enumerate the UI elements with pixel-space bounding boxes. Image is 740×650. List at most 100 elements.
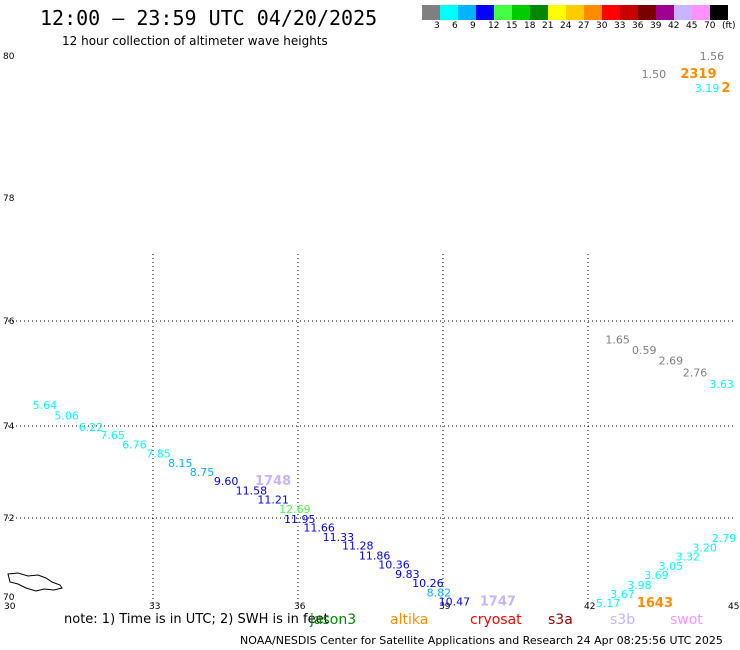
map-subtitle: 12 hour collection of altimeter wave hei… bbox=[62, 34, 328, 48]
legend-label: 15 bbox=[506, 21, 518, 31]
satellite-name: s3b bbox=[610, 612, 636, 628]
legend-label: 70 bbox=[704, 21, 716, 31]
pass-time-label: 2 bbox=[721, 81, 730, 96]
legend-label: 24 bbox=[560, 21, 572, 31]
legend-swatch bbox=[602, 5, 620, 20]
map-grid bbox=[8, 254, 733, 606]
legend-label: 3 bbox=[434, 21, 440, 31]
legend-swatch bbox=[692, 5, 710, 20]
legend-label: 9 bbox=[470, 21, 476, 31]
legend-label: (ft) bbox=[722, 21, 736, 31]
swh-value: 0.59 bbox=[632, 344, 657, 357]
swh-value: 8.15 bbox=[168, 457, 193, 470]
swh-value: 3.05 bbox=[659, 560, 684, 573]
legend-label: 42 bbox=[668, 21, 680, 31]
legend-swatch bbox=[530, 5, 548, 20]
legend-swatch bbox=[512, 5, 530, 20]
legend-label: 33 bbox=[614, 21, 626, 31]
y-tick-label: 80 bbox=[3, 52, 15, 62]
pass-time-label: 1748 bbox=[255, 474, 291, 489]
y-tick-label: 78 bbox=[3, 194, 15, 204]
x-tick-label: 30 bbox=[4, 602, 16, 612]
legend-label: 39 bbox=[650, 21, 662, 31]
swh-value: 8.82 bbox=[427, 586, 452, 599]
swh-value: 5.06 bbox=[54, 410, 79, 423]
legend-label: 36 bbox=[632, 21, 644, 31]
legend-swatch bbox=[548, 5, 566, 20]
legend-swatch bbox=[476, 5, 494, 20]
legend-swatch bbox=[710, 5, 728, 20]
legend-swatch bbox=[638, 5, 656, 20]
swh-value: 11.86 bbox=[359, 549, 391, 562]
swh-value: 5.64 bbox=[33, 399, 58, 412]
legend-swatch bbox=[440, 5, 458, 20]
color-legend bbox=[422, 5, 728, 20]
swh-value: 6.22 bbox=[79, 421, 104, 434]
swh-value: 3.20 bbox=[692, 541, 717, 554]
swh-value: 3.63 bbox=[709, 378, 734, 391]
legend-swatch bbox=[422, 5, 440, 20]
axis-ticks: 30 33 36 39 42 45 70 72 74 76 78 80 bbox=[3, 52, 739, 612]
swh-value: 7.65 bbox=[100, 429, 125, 442]
legend-swatch bbox=[584, 5, 602, 20]
x-tick-label: 39 bbox=[439, 602, 451, 612]
satellite-name: cryosat bbox=[470, 612, 522, 628]
swh-value: 1.65 bbox=[605, 333, 630, 346]
legend-label: 21 bbox=[542, 21, 554, 31]
satellite-name: altika bbox=[390, 612, 429, 628]
legend-swatch bbox=[620, 5, 638, 20]
legend-swatch bbox=[458, 5, 476, 20]
swh-value: 3.32 bbox=[676, 551, 701, 564]
swh-value: 1.50 bbox=[642, 68, 667, 81]
pass-time-label: 1643 bbox=[637, 596, 673, 611]
x-tick-label: 36 bbox=[294, 602, 306, 612]
satellite-name: s3a bbox=[548, 612, 573, 628]
swh-value: 2.79 bbox=[712, 532, 737, 545]
footer-credit: NOAA/NESDIS Center for Satellite Applica… bbox=[240, 634, 723, 647]
swh-value: 9.83 bbox=[395, 568, 420, 581]
swh-value: 11.95 bbox=[284, 513, 316, 526]
swh-value: 9.60 bbox=[214, 475, 239, 488]
legend-label: 18 bbox=[524, 21, 536, 31]
swh-value: 11.58 bbox=[236, 484, 268, 497]
legend-label: 30 bbox=[596, 21, 608, 31]
swh-value: 12.69 bbox=[279, 503, 311, 516]
swh-value: 3.19 bbox=[695, 82, 720, 95]
legend-label: 45 bbox=[686, 21, 698, 31]
y-tick-label: 72 bbox=[3, 514, 14, 524]
y-tick-label: 70 bbox=[3, 593, 15, 603]
legend-swatch bbox=[674, 5, 692, 20]
swh-value: 3.69 bbox=[644, 569, 669, 582]
legend-swatch bbox=[494, 5, 512, 20]
legend-swatch bbox=[656, 5, 674, 20]
swh-value: 11.28 bbox=[342, 540, 374, 553]
swh-value: 8.75 bbox=[190, 466, 215, 479]
swh-value: 11.33 bbox=[323, 531, 355, 544]
swh-value: 2.69 bbox=[659, 354, 684, 367]
legend-label: 12 bbox=[488, 21, 500, 31]
legend-label: 27 bbox=[578, 21, 590, 31]
legend-swatch bbox=[566, 5, 584, 20]
coastline-shape bbox=[7, 572, 63, 592]
swh-value: 11.66 bbox=[303, 522, 335, 535]
x-tick-label: 33 bbox=[149, 602, 160, 612]
swh-value: 3.98 bbox=[627, 579, 652, 592]
pass-time-label: 1747 bbox=[480, 595, 516, 610]
swh-value: 5.17 bbox=[596, 597, 621, 610]
swh-value: 11.21 bbox=[257, 494, 289, 507]
note-text: note: 1) Time is in UTC; 2) SWH is in fe… bbox=[64, 612, 329, 627]
y-tick-label: 76 bbox=[3, 317, 15, 327]
x-tick-label: 42 bbox=[584, 602, 595, 612]
swh-value: 10.36 bbox=[378, 559, 410, 572]
swh-value: 10.26 bbox=[412, 577, 444, 590]
coastline bbox=[7, 572, 63, 592]
x-tick-label: 45 bbox=[728, 602, 739, 612]
y-tick-label: 74 bbox=[3, 422, 15, 432]
swh-value: 6.76 bbox=[122, 438, 147, 451]
swh-value: 3.67 bbox=[610, 588, 635, 601]
swh-value: 7.85 bbox=[146, 448, 171, 461]
satellite-name: swot bbox=[670, 612, 703, 628]
map-title: 12:00 – 23:59 UTC 04/20/2025 bbox=[40, 6, 378, 30]
